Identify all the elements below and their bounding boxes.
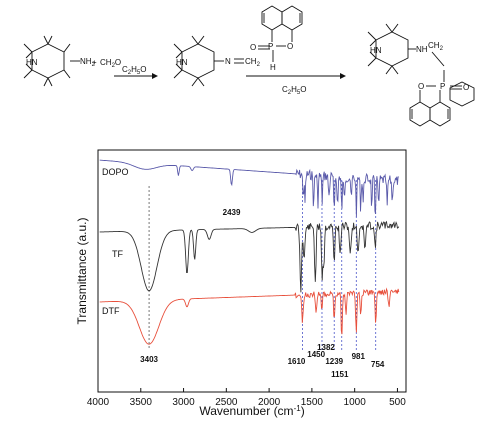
plus-sign: + — [92, 58, 97, 67]
reaction-scheme — [23, 5, 475, 127]
x-axis-title: Wavenumber (cm-1) — [199, 404, 304, 418]
x-tick-label: 1500 — [301, 397, 324, 408]
x-tick-label: 2500 — [215, 397, 238, 408]
reaction-arrow-2 — [246, 73, 346, 79]
reaction-scheme-labels: HN NH2 + CH2O C2H5O HN N CH2 P O O H C2H… — [26, 41, 469, 96]
atom-n-imine: N — [225, 57, 231, 66]
atom-hn-1: HN — [26, 58, 38, 67]
atom-nh-link: NH — [416, 45, 428, 54]
peak-label-1239: 1239 — [325, 357, 343, 366]
reaction-arrow-1 — [114, 73, 158, 79]
atom-o-double-product: O — [463, 83, 469, 92]
plot-frame — [97, 149, 407, 393]
solvent-label-1: C2H5O — [122, 65, 146, 76]
peak-label-3403: 3403 — [140, 355, 158, 364]
series-line-dopo — [99, 159, 399, 217]
atom-ch2-imine: CH2 — [245, 57, 261, 68]
reagent-ch2o: CH2O — [100, 58, 121, 69]
molecule-dopo — [258, 5, 303, 62]
series-line-tf — [99, 220, 400, 293]
atom-h-dopo: H — [270, 63, 276, 72]
series-label-dopo: DOPO — [102, 167, 129, 177]
atom-p-product: P — [440, 82, 445, 91]
series-label-dtf: DTF — [102, 306, 120, 316]
molecule-imine — [173, 35, 244, 87]
x-tick-label: 3500 — [130, 397, 153, 408]
y-axis-title: Transmittance (a.u.) — [75, 218, 89, 325]
atom-o-ring-product: O — [418, 82, 424, 91]
x-tick-label: 4000 — [87, 397, 110, 408]
atom-o-double-dopo: O — [250, 43, 256, 52]
peak-label-981: 981 — [352, 352, 366, 361]
atom-nh2: NH2 — [80, 57, 96, 68]
peak-label-1151: 1151 — [331, 370, 349, 379]
peak-label-1450: 1450 — [307, 350, 325, 359]
x-tick-label: 1000 — [344, 397, 367, 408]
peak-label-2439: 2439 — [223, 208, 241, 217]
atom-p-dopo: P — [268, 42, 273, 51]
molecule-product — [367, 23, 475, 127]
series-line-dtf — [99, 287, 400, 345]
atom-hn-2: HN — [176, 58, 188, 67]
peak-label-1382: 1382 — [317, 343, 335, 352]
solvent-label-2: C2H5O — [282, 85, 306, 96]
peak-label-754: 754 — [371, 360, 385, 369]
atom-o-ring-dopo: O — [287, 42, 293, 51]
x-tick-label: 500 — [389, 397, 406, 408]
x-tick-label: 2000 — [258, 397, 281, 408]
atom-ch2-link: CH2 — [428, 41, 444, 52]
molecule-aminopiperidine — [23, 35, 80, 87]
peak-label-1610: 1610 — [288, 357, 306, 366]
x-tick-label: 3000 — [172, 397, 195, 408]
x-axis-ticks: 4000 3500 3000 2500 2000 1500 1000 500 — [87, 388, 406, 408]
atom-hn-3: HN — [370, 46, 382, 55]
series-label-tf: TF — [112, 249, 123, 259]
ftir-chart: 4000 3500 3000 2500 2000 1500 1000 500 DOPO TF … — [75, 149, 407, 418]
